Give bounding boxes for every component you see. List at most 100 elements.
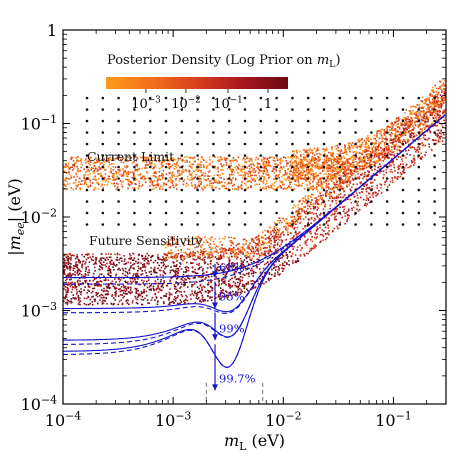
scatter-point [136,165,139,168]
scatter-point [99,167,102,169]
scatter-point [100,173,102,175]
scatter-point [315,237,317,240]
scatter-point [153,289,155,292]
scatter-point [175,183,178,186]
scatter-point [137,265,140,268]
scatter-point [236,172,239,174]
scatter-point [367,170,370,173]
scatter-point [209,266,212,268]
scatter-point [191,267,194,269]
scatter-point [217,295,220,298]
scatter-point [114,299,117,301]
scatter-point [319,157,321,159]
scatter-point [331,152,334,155]
scatter-point [89,184,92,187]
scatter-point [80,270,82,273]
scatter-point [125,160,128,162]
scatter-point [311,199,313,201]
scatter-point [222,292,225,295]
scatter-point [162,286,164,289]
scatter-point [419,122,422,124]
scatter-point [204,298,206,301]
scatter-point [281,168,283,170]
scatter-point [281,254,284,257]
scatter-point [381,136,383,139]
scatter-point [243,168,245,170]
scatter-point [356,194,359,197]
scatter-point [301,169,304,171]
scatter-point [276,247,279,250]
scatter-point [313,147,316,150]
scatter-point [286,255,289,258]
scatter-point [188,165,191,167]
scatter-point [371,169,373,171]
scatter-point [144,265,147,268]
scatter-point [196,263,198,266]
scatter-point [153,187,155,190]
scatter-point [395,137,397,139]
scatter-point [127,272,129,275]
scatter-point [441,140,444,142]
scatter-point [239,291,242,294]
scatter-point [231,188,234,190]
scatter-point [285,179,288,181]
scatter-point [239,279,242,281]
scatter-point [350,201,352,204]
scatter-point [434,133,437,135]
scatter-point [377,145,380,147]
scatter-point [424,144,427,147]
scatter-point [328,167,331,169]
scatter-point [122,180,124,183]
scatter-point [400,124,403,126]
scatter-point [98,260,101,262]
scatter-point [94,261,97,263]
scatter-point [220,169,222,171]
scatter-point [303,253,305,256]
scatter-point [316,209,318,211]
scatter-point [235,267,237,269]
scatter-point [203,251,206,253]
scatter-point [78,277,81,279]
scatter-point [179,299,182,301]
scatter-point [170,158,173,161]
scatter-point [294,254,297,256]
scatter-point [254,184,256,187]
scatter-point [252,168,254,170]
scatter-point [347,214,349,217]
scatter-point [308,169,311,172]
scatter-point [380,152,383,154]
scatter-point [337,146,339,149]
scatter-point [417,124,419,126]
scatter-point [179,265,181,268]
scatter-point [280,166,282,169]
scatter-point [123,295,125,298]
scatter-point [201,156,203,158]
scatter-point [427,111,429,113]
scatter-point [70,255,73,257]
scatter-point [159,188,161,190]
scatter-point [293,179,296,181]
scatter-point [331,200,334,203]
scatter-point [83,275,86,278]
scatter-point [158,160,161,162]
scatter-point [402,133,404,135]
scatter-point [129,181,132,183]
scatter-point [312,185,314,187]
scatter-point [94,186,96,189]
scatter-point [64,180,66,182]
scatter-point [315,212,317,215]
scatter-point [405,128,407,131]
scatter-point [440,97,442,100]
scatter-point [443,133,445,136]
scatter-point [95,263,97,265]
scatter-point [287,175,289,178]
scatter-point [300,166,302,168]
scatter-point [152,261,155,264]
scatter-point [66,290,69,293]
scatter-point [175,265,177,267]
scatter-point [252,241,255,243]
scatter-point [341,216,343,219]
scatter-point [67,260,69,262]
scatter-point [299,172,302,174]
scatter-point [195,166,198,169]
